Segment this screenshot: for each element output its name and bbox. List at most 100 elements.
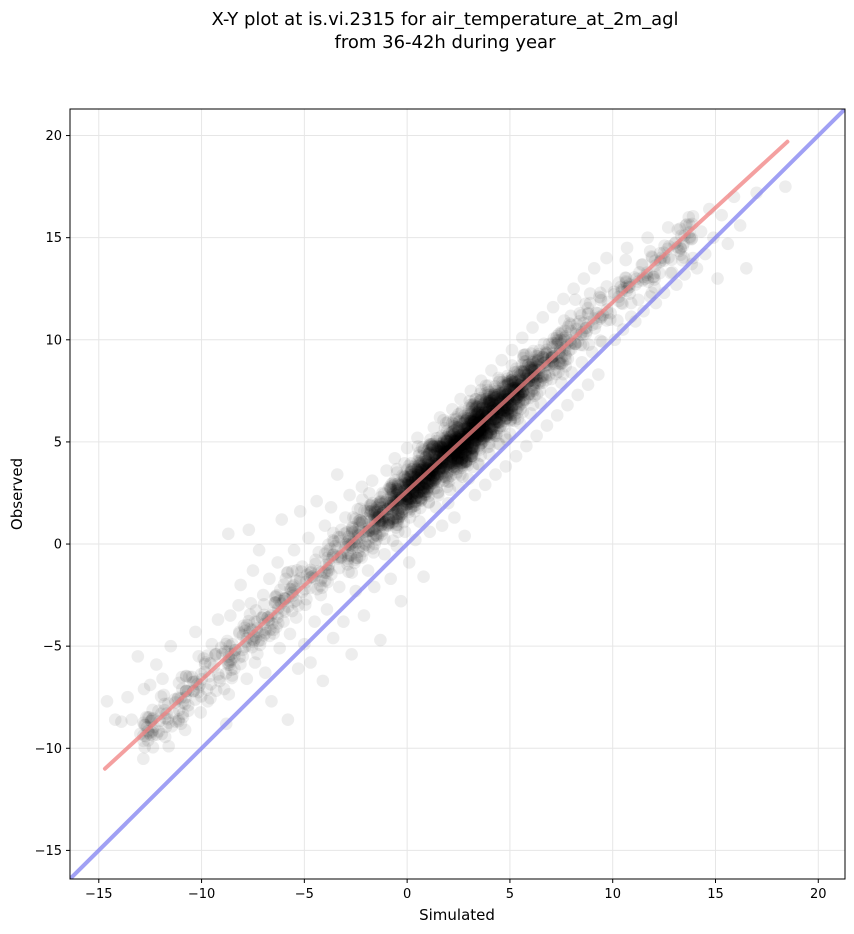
data-point	[494, 419, 507, 432]
data-point	[369, 528, 383, 541]
data-point	[425, 442, 439, 456]
data-point	[483, 393, 496, 407]
data-point	[467, 412, 481, 426]
data-point	[402, 556, 416, 569]
data-point	[733, 219, 747, 232]
data-point	[478, 478, 492, 492]
data-point	[431, 486, 445, 500]
data-point	[440, 435, 454, 449]
data-point	[636, 258, 649, 271]
data-point	[205, 637, 219, 651]
data-point	[402, 485, 416, 499]
data-point	[618, 271, 632, 284]
data-point	[219, 637, 233, 651]
data-point	[583, 296, 597, 310]
data-point	[414, 491, 428, 505]
data-point	[487, 387, 501, 400]
data-point	[529, 349, 543, 363]
data-point	[460, 413, 473, 427]
data-point	[552, 327, 566, 340]
data-point	[228, 646, 241, 660]
data-point	[396, 476, 410, 490]
data-point	[458, 529, 471, 543]
data-point	[498, 409, 512, 422]
data-point	[445, 425, 459, 439]
data-point	[356, 516, 370, 530]
data-point	[431, 439, 444, 453]
data-point	[464, 408, 478, 421]
data-point	[439, 416, 453, 430]
data-point	[459, 448, 473, 462]
data-point	[213, 674, 227, 688]
data-point	[463, 439, 477, 453]
data-point	[429, 474, 442, 488]
data-point	[382, 511, 395, 524]
data-point	[473, 406, 487, 420]
data-point	[450, 452, 464, 466]
data-point	[423, 438, 437, 451]
data-point	[493, 373, 506, 387]
data-point	[436, 439, 449, 453]
data-point	[500, 408, 514, 422]
data-point	[400, 503, 414, 517]
data-point	[400, 495, 414, 509]
data-point	[176, 682, 189, 696]
data-point	[277, 578, 291, 591]
data-point	[505, 406, 519, 420]
data-point	[526, 357, 539, 371]
data-point	[449, 411, 463, 424]
data-point	[414, 493, 428, 507]
data-point	[413, 485, 427, 498]
data-point	[422, 448, 436, 462]
data-point	[536, 371, 550, 384]
data-point	[389, 521, 403, 534]
data-point	[510, 397, 524, 411]
data-point	[498, 385, 512, 398]
data-point	[525, 361, 538, 374]
data-point	[499, 404, 513, 417]
data-point	[498, 406, 511, 420]
data-point	[293, 505, 307, 518]
data-point	[420, 454, 433, 468]
data-point	[545, 372, 558, 386]
data-point	[417, 485, 430, 499]
data-point	[533, 344, 546, 357]
data-point	[391, 508, 405, 521]
data-point	[254, 633, 268, 647]
data-point	[402, 492, 416, 505]
data-point	[445, 432, 459, 446]
data-point	[435, 462, 449, 475]
data-point	[422, 441, 435, 455]
data-point	[374, 491, 387, 504]
data-point	[457, 456, 471, 469]
data-point	[514, 397, 528, 411]
data-point	[411, 465, 425, 478]
data-point	[258, 666, 272, 680]
data-point	[570, 317, 584, 331]
data-point	[378, 495, 392, 509]
data-point	[677, 251, 691, 264]
data-point	[432, 475, 446, 488]
data-point	[181, 704, 195, 718]
data-point	[454, 445, 468, 458]
data-point	[395, 510, 408, 523]
data-point	[467, 437, 481, 451]
data-point	[619, 271, 633, 285]
data-point	[517, 363, 531, 377]
data-point	[383, 513, 396, 527]
data-point	[341, 554, 355, 568]
data-point	[536, 350, 550, 364]
data-point	[444, 433, 457, 447]
data-point	[465, 449, 479, 463]
data-point	[517, 348, 530, 362]
data-point	[428, 450, 442, 463]
data-point	[400, 441, 414, 455]
data-point	[382, 517, 395, 530]
data-point	[449, 453, 462, 467]
data-point	[464, 405, 478, 419]
data-point	[501, 376, 515, 390]
data-point	[447, 428, 461, 441]
data-point	[458, 443, 472, 457]
data-point	[330, 468, 344, 481]
data-point	[490, 426, 504, 439]
